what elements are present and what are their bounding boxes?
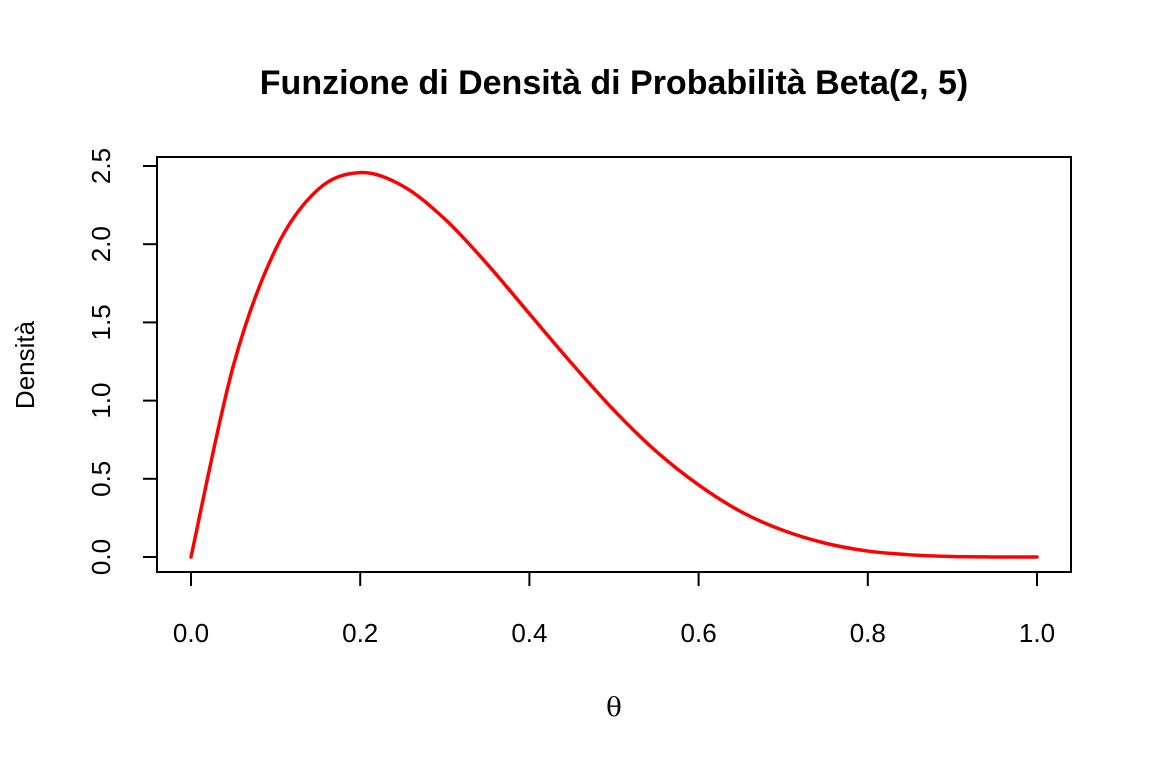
x-axis-label: θ bbox=[606, 693, 622, 723]
y-tick-label: 2.5 bbox=[86, 148, 116, 184]
series-line-0 bbox=[189, 170, 1039, 559]
y-tick-label: 1.5 bbox=[86, 304, 116, 340]
x-tick-label: 0.2 bbox=[342, 618, 378, 648]
x-axis: 0.0 0.2 0.4 0.6 0.8 1.0 bbox=[173, 571, 1055, 648]
y-tick-label: 0.0 bbox=[86, 539, 116, 575]
series-layer bbox=[189, 170, 1039, 559]
x-tick-label: 0.4 bbox=[511, 618, 547, 648]
y-tick-label: 2.0 bbox=[86, 226, 116, 262]
y-axis-label: Densità bbox=[10, 320, 40, 409]
y-axis: 0.0 0.5 1.0 1.5 2.0 2.5 bbox=[86, 148, 158, 575]
chart-title: Funzione di Densità di Probabilità Beta(… bbox=[260, 64, 968, 102]
x-tick-label: 0.0 bbox=[173, 618, 209, 648]
x-tick-label: 1.0 bbox=[1019, 618, 1055, 648]
x-tick-label: 0.8 bbox=[850, 618, 886, 648]
y-tick-label: 1.0 bbox=[86, 383, 116, 419]
y-tick-label: 0.5 bbox=[86, 461, 116, 497]
x-tick-label: 0.6 bbox=[681, 618, 717, 648]
